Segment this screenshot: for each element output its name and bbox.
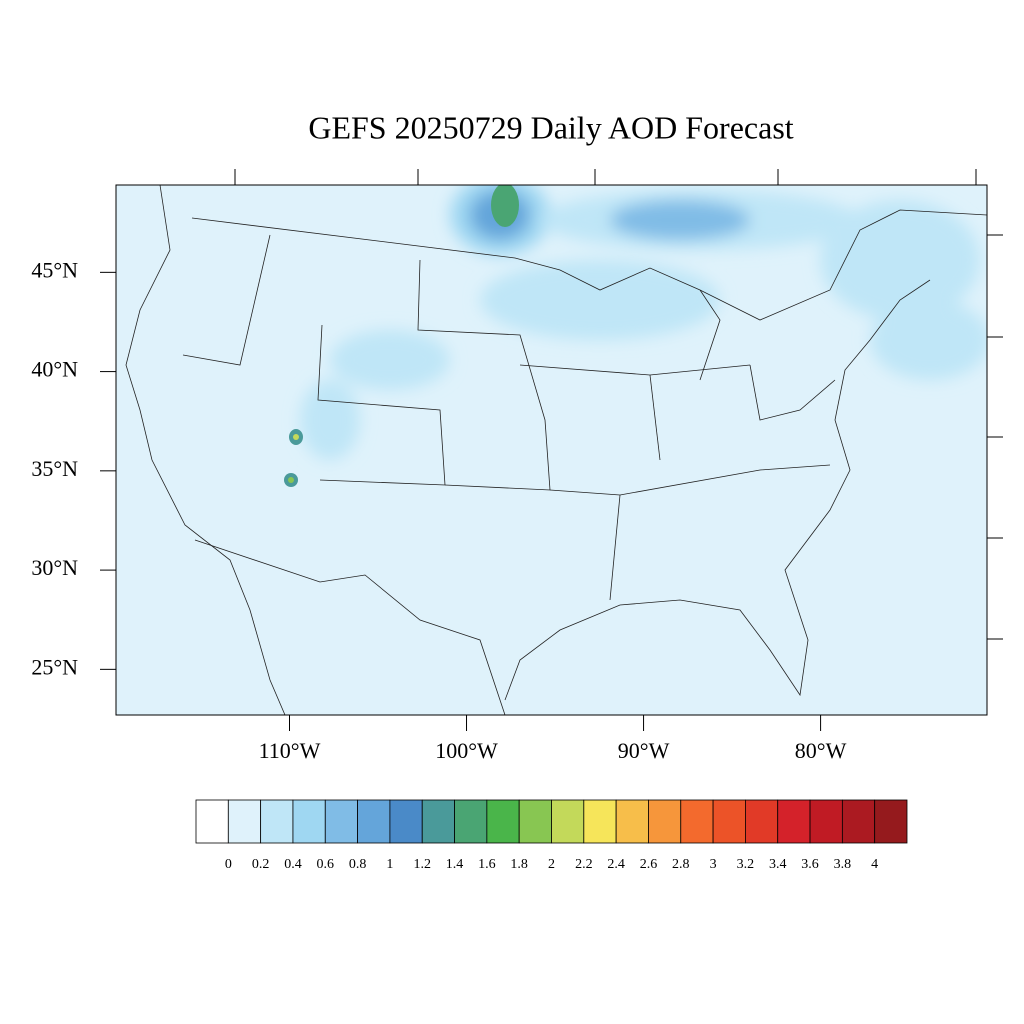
colorbar-label: 2.6 xyxy=(640,857,658,872)
boundaries xyxy=(125,185,987,715)
chart-title: GEFS 20250729 Daily AOD Forecast xyxy=(308,109,793,145)
colorbar-label: 0.4 xyxy=(284,857,302,872)
colorbar-label: 3.2 xyxy=(737,857,755,872)
colorbar-label: 1.2 xyxy=(413,857,431,872)
colorbar-box xyxy=(486,799,520,844)
colorbar-box xyxy=(357,799,391,844)
colorbar-box xyxy=(421,799,455,844)
colorbar-box xyxy=(874,799,908,844)
aod-hotspot xyxy=(293,434,299,440)
colorbar-box xyxy=(551,799,585,844)
map-frame xyxy=(115,184,988,716)
colorbar-label: 2.2 xyxy=(575,857,593,872)
colorbar-label: 3.8 xyxy=(834,857,852,872)
colorbar-box xyxy=(195,799,229,844)
x-tick-label: 100°W xyxy=(435,738,498,763)
x-tick-label: 110°W xyxy=(259,738,321,763)
aod-hotspot xyxy=(288,477,294,483)
colorbar-label: 0.2 xyxy=(252,857,270,872)
colorbar-label: 4 xyxy=(871,857,878,872)
colorbar-box xyxy=(680,799,714,844)
colorbar-label: 0.6 xyxy=(317,857,335,872)
x-tick-label: 80°W xyxy=(795,738,847,763)
y-tick-label: 30°N xyxy=(31,555,78,580)
colorbar-box xyxy=(518,799,552,844)
colorbar-box xyxy=(712,799,746,844)
colorbar-box xyxy=(615,799,649,844)
colorbar-box xyxy=(583,799,617,844)
colorbar-label: 2 xyxy=(548,857,555,872)
colorbar-box xyxy=(389,799,423,844)
frame-ticks xyxy=(234,169,1003,640)
colorbar-label: 1.6 xyxy=(478,857,496,872)
colorbar-box xyxy=(292,799,326,844)
y-tick-label: 25°N xyxy=(31,654,78,679)
colorbar-box xyxy=(648,799,682,844)
colorbar-box xyxy=(260,799,294,844)
colorbar-label: 3.6 xyxy=(801,857,819,872)
colorbar-box xyxy=(227,799,262,844)
map-area xyxy=(116,185,987,715)
y-tick-label: 40°N xyxy=(31,357,78,382)
colorbar-label: 0.8 xyxy=(349,857,367,872)
aod-hotspot xyxy=(491,185,519,227)
aod-plumes xyxy=(300,185,987,460)
colorbar-label: 0 xyxy=(225,857,232,872)
colorbar-label: 2.4 xyxy=(607,857,625,872)
colorbar-box xyxy=(841,799,876,844)
colorbar-label: 2.8 xyxy=(672,857,690,872)
y-tick-label: 35°N xyxy=(31,456,78,481)
colorbar-label: 1 xyxy=(386,857,393,872)
x-tick-label: 90°W xyxy=(618,738,670,763)
colorbar-label: 3.4 xyxy=(769,857,787,872)
colorbar-box xyxy=(745,799,779,844)
colorbar-box xyxy=(454,799,488,844)
colorbar-label: 1.8 xyxy=(510,857,528,872)
colorbar-box xyxy=(809,799,843,844)
colorbar-label: 1.4 xyxy=(446,857,464,872)
colorbar-label: 3 xyxy=(710,857,717,872)
colorbar-box xyxy=(777,799,811,844)
colorbar-box xyxy=(324,799,358,844)
y-tick-label: 45°N xyxy=(31,257,78,282)
